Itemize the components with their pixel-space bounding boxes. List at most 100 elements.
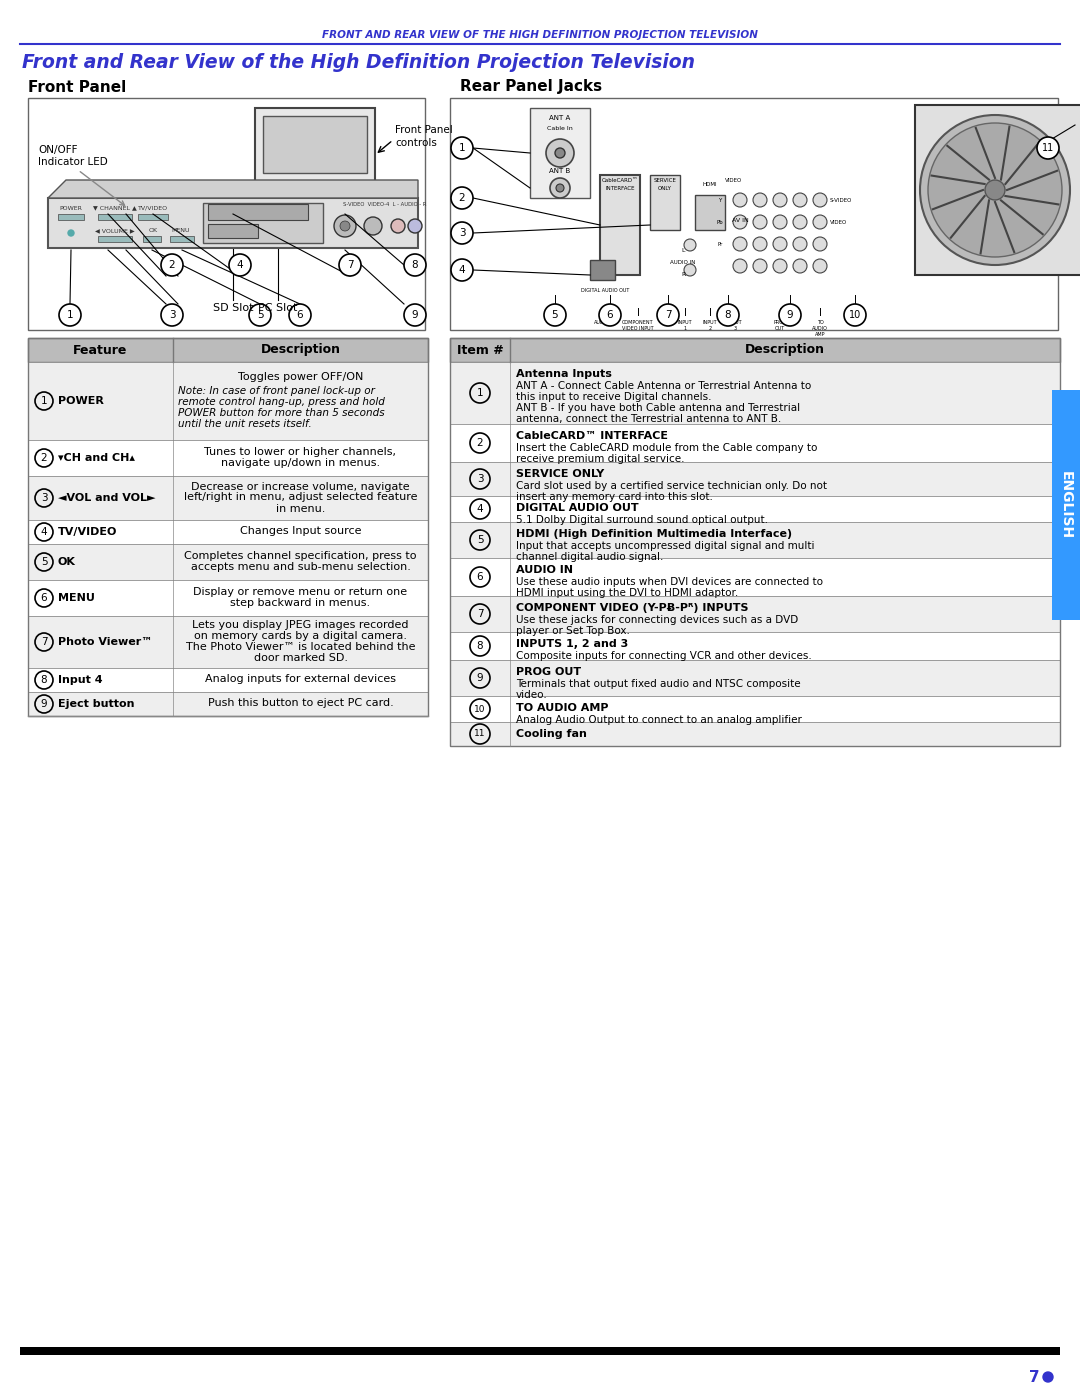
Bar <box>450 722 1059 746</box>
Text: 5: 5 <box>257 310 264 320</box>
Circle shape <box>35 522 53 541</box>
Circle shape <box>793 193 807 207</box>
Circle shape <box>470 529 490 550</box>
Bar <box>450 659 1059 696</box>
Text: Terminals that output fixed audio and NTSC composite: Terminals that output fixed audio and NT… <box>516 679 800 689</box>
Text: ANT A - Connect Cable Antenna or Terrestrial Antenna to: ANT A - Connect Cable Antenna or Terrest… <box>516 381 811 391</box>
Bar <box>590 260 615 279</box>
Text: POWER button for more than 5 seconds: POWER button for more than 5 seconds <box>178 408 384 418</box>
Text: Display or remove menu or return one: Display or remove menu or return one <box>193 587 407 597</box>
Bar <box>255 108 375 184</box>
Text: INPUT
1: INPUT 1 <box>677 320 692 331</box>
Text: 9: 9 <box>786 310 794 320</box>
Text: until the unit resets itself.: until the unit resets itself. <box>178 419 312 429</box>
Circle shape <box>470 383 490 402</box>
Circle shape <box>793 215 807 229</box>
Circle shape <box>35 590 53 608</box>
Text: accepts menu and sub-menu selection.: accepts menu and sub-menu selection. <box>190 562 410 571</box>
Text: R: R <box>680 272 685 278</box>
Text: 7: 7 <box>664 310 672 320</box>
Text: 8: 8 <box>41 675 48 685</box>
Circle shape <box>733 193 747 207</box>
Text: POWER: POWER <box>58 395 104 407</box>
Text: controls: controls <box>395 138 437 148</box>
Text: PROG OUT: PROG OUT <box>516 666 581 678</box>
Text: door marked SD.: door marked SD. <box>254 652 348 664</box>
Circle shape <box>813 193 827 207</box>
Circle shape <box>733 215 747 229</box>
Text: 2: 2 <box>476 439 484 448</box>
Text: MENU: MENU <box>172 229 190 233</box>
Circle shape <box>35 489 53 507</box>
Bar <box>98 214 132 219</box>
Bar <box>138 214 168 219</box>
Text: INPUT
3: INPUT 3 <box>728 320 742 331</box>
Circle shape <box>35 694 53 712</box>
Circle shape <box>813 215 827 229</box>
Circle shape <box>161 254 183 277</box>
Circle shape <box>928 123 1062 257</box>
Circle shape <box>1043 1372 1053 1382</box>
Bar <box>28 580 428 616</box>
Circle shape <box>470 604 490 624</box>
Text: COMPONENT VIDEO (Y-PɃ-Pᴿ) INPUTS: COMPONENT VIDEO (Y-PɃ-Pᴿ) INPUTS <box>516 604 748 613</box>
Text: Use these audio inputs when DVI devices are connected to: Use these audio inputs when DVI devices … <box>516 577 823 587</box>
Text: 5: 5 <box>552 310 558 320</box>
Bar <box>600 175 640 275</box>
Circle shape <box>1037 137 1059 159</box>
Circle shape <box>249 305 271 326</box>
Text: 2: 2 <box>41 453 48 462</box>
Bar <box>450 462 1059 496</box>
Circle shape <box>451 187 473 210</box>
Bar <box>28 476 428 520</box>
Bar <box>450 597 1059 631</box>
Bar <box>650 175 680 231</box>
Text: 3: 3 <box>476 474 484 483</box>
Text: 9: 9 <box>41 698 48 710</box>
Text: 7: 7 <box>476 609 484 619</box>
Text: Front Panel: Front Panel <box>395 124 453 136</box>
Text: Tunes to lower or higher channels,: Tunes to lower or higher channels, <box>204 447 396 457</box>
Text: ONLY: ONLY <box>658 186 672 190</box>
Circle shape <box>793 237 807 251</box>
Bar <box>58 214 84 219</box>
Text: ▼ CHANNEL ▲: ▼ CHANNEL ▲ <box>93 205 137 211</box>
Circle shape <box>470 499 490 520</box>
Text: ANT B: ANT B <box>550 168 570 175</box>
Circle shape <box>773 237 787 251</box>
Bar <box>450 338 1059 362</box>
Circle shape <box>229 254 251 277</box>
Text: player or Set Top Box.: player or Set Top Box. <box>516 626 630 636</box>
Text: antenna, connect the Terrestrial antenna to ANT B.: antenna, connect the Terrestrial antenna… <box>516 414 781 425</box>
Circle shape <box>657 305 679 326</box>
Text: 7: 7 <box>347 260 353 270</box>
Text: navigate up/down in menus.: navigate up/down in menus. <box>221 458 380 468</box>
Circle shape <box>35 393 53 409</box>
Text: 6: 6 <box>41 592 48 604</box>
Bar <box>28 616 428 668</box>
Text: 3: 3 <box>459 228 465 237</box>
Text: 1: 1 <box>41 395 48 407</box>
Text: Cooling fan: Cooling fan <box>516 729 586 739</box>
Bar <box>98 236 132 242</box>
Bar <box>28 668 428 692</box>
Text: 4: 4 <box>459 265 465 275</box>
Text: HDMI (High Definition Multimedia Interface): HDMI (High Definition Multimedia Interfa… <box>516 529 792 539</box>
Text: Eject button: Eject button <box>58 698 135 710</box>
Circle shape <box>773 193 787 207</box>
Text: 7: 7 <box>41 637 48 647</box>
Text: Feature: Feature <box>73 344 127 356</box>
Text: 5: 5 <box>476 535 484 545</box>
Bar <box>696 196 725 231</box>
Text: 1: 1 <box>459 142 465 154</box>
Text: Decrease or increase volume, navigate: Decrease or increase volume, navigate <box>191 482 409 492</box>
Text: Pr: Pr <box>717 242 723 246</box>
Circle shape <box>544 305 566 326</box>
Circle shape <box>813 237 827 251</box>
Text: Cable In: Cable In <box>548 126 572 130</box>
Bar <box>450 98 1058 330</box>
Text: POWER: POWER <box>59 205 82 211</box>
Circle shape <box>404 254 426 277</box>
Bar <box>28 543 428 580</box>
Circle shape <box>451 222 473 244</box>
